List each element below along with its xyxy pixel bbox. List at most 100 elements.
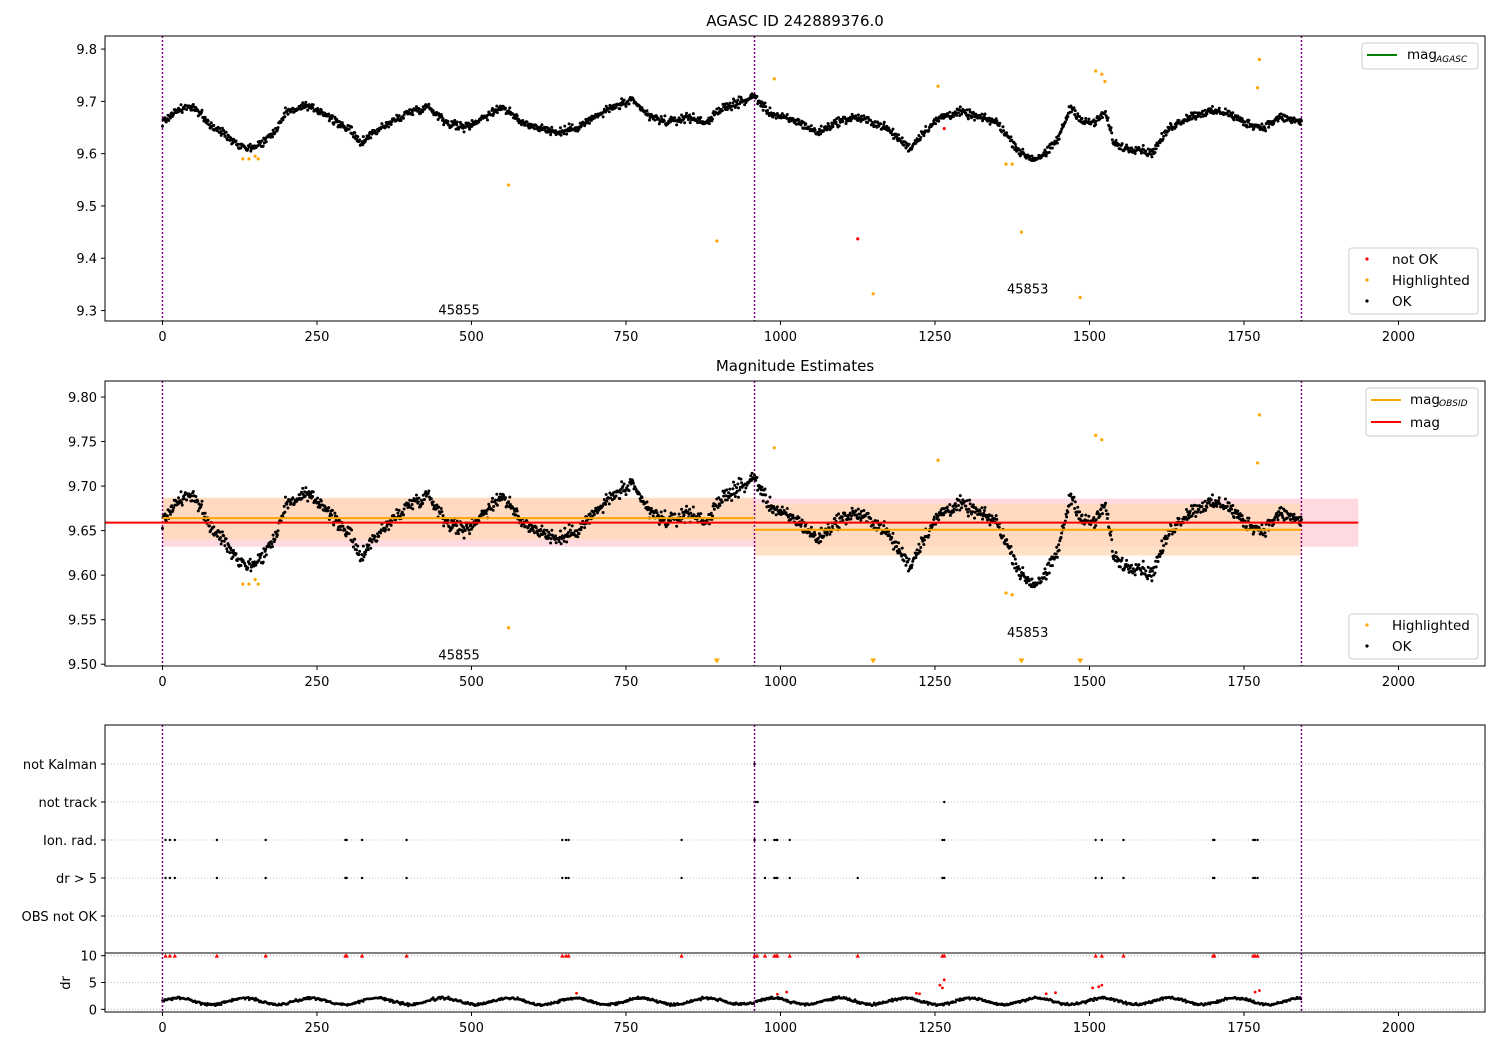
magnitude-ok-point — [1039, 580, 1043, 584]
magnitude-ok-point — [410, 502, 414, 506]
magnitude-ok-point — [953, 502, 957, 506]
agasc-ok-point — [190, 108, 194, 112]
agasc-ok-point — [373, 129, 377, 133]
magnitude-ok-point — [1037, 577, 1041, 581]
agasc-panel: AGASC ID 242889376.0 0 250 500 750 1000 1250 1… — [76, 12, 1486, 345]
magnitude-ok-point — [626, 484, 630, 488]
agasc-ok-point — [440, 114, 444, 118]
agasc-ok-point — [891, 127, 895, 131]
agasc-ok-point — [1118, 147, 1122, 151]
magnitude-ok-point — [1173, 530, 1177, 534]
magnitude-ok-point — [1158, 555, 1162, 559]
magnitude-ok-point — [892, 547, 896, 551]
agasc-ok-point — [1245, 125, 1249, 129]
agasc-ok-point — [647, 118, 651, 122]
agasc-panel-frame — [104, 35, 1486, 322]
magnitude-highlighted-point — [506, 626, 511, 630]
magnitude-ok-point — [1264, 534, 1268, 538]
magnitude-ok-point — [765, 500, 769, 504]
magnitude-ok-point — [1179, 523, 1183, 527]
magnitude-ok-point — [691, 505, 695, 509]
magnitude-ok-point — [1062, 526, 1066, 530]
magnitude-ok-point — [1106, 512, 1110, 516]
agasc-ok-point — [1030, 154, 1034, 158]
agasc-ok-point — [688, 113, 692, 117]
magnitude-ok-point — [275, 533, 279, 537]
magnitude-ok-point — [856, 507, 860, 511]
agasc-highlighted-point — [772, 77, 776, 81]
magnitude-ok-point — [1087, 514, 1091, 518]
magnitude-ok-point — [657, 522, 661, 526]
magnitude-clipped-marker — [713, 658, 720, 664]
agasc-ok-point — [167, 118, 171, 122]
magnitude-ok-point — [559, 542, 563, 546]
magnitude-ok-point — [997, 525, 1001, 529]
agasc-ok-point — [390, 120, 394, 124]
magnitude-ok-point — [450, 526, 454, 530]
magnitude-ok-point — [431, 500, 435, 504]
magnitude-ok-point — [301, 486, 305, 490]
magnitude-ok-point — [222, 539, 226, 543]
magnitude-ok-point — [771, 511, 775, 515]
magnitude-ok-point — [871, 523, 875, 527]
magnitude-ok-point — [1073, 500, 1077, 504]
flag-point — [680, 838, 683, 842]
magnitude-ok-point — [358, 549, 362, 553]
magnitude-ok-point — [640, 495, 644, 499]
magnitude-ok-point — [1055, 555, 1059, 559]
agasc-ok-point — [1011, 145, 1015, 149]
dr-point — [954, 1000, 957, 1004]
magnitude-ok-point — [909, 566, 913, 570]
magnitude-ok-point — [819, 540, 823, 544]
agasc-ok-point — [311, 105, 315, 109]
magnitude-xtick-label: 250 — [305, 675, 330, 690]
magnitude-ok-point — [398, 514, 402, 518]
magnitude-ok-point — [179, 490, 183, 494]
magnitude-ok-point — [890, 535, 894, 539]
magnitude-ok-point — [602, 497, 606, 501]
magnitude-ok-point — [1018, 567, 1022, 571]
agasc-ok-point — [882, 120, 886, 124]
agasc-ok-point — [1164, 133, 1168, 137]
magnitude-ok-point — [350, 528, 354, 532]
magnitude-ok-point — [952, 510, 956, 514]
magnitude-ok-point — [722, 494, 726, 498]
agasc-ok-point — [1205, 112, 1209, 116]
agasc-ok-point — [1110, 131, 1114, 135]
agasc-ok-point — [185, 108, 189, 112]
magnitude-ok-point — [224, 537, 228, 541]
magnitude-ok-point — [199, 503, 203, 507]
agasc-ok-point — [934, 122, 938, 126]
magnitude-ok-point — [1165, 536, 1169, 540]
agasc-ok-point — [1296, 118, 1300, 122]
dr-ytick-label: 0 — [89, 1003, 97, 1018]
magnitude-ok-point — [760, 485, 764, 489]
magnitude-ok-point — [567, 522, 571, 526]
magnitude-ok-point — [1214, 499, 1218, 503]
magnitude-ok-point — [220, 530, 224, 534]
flag-point — [941, 876, 944, 880]
magnitude-ok-point — [1241, 517, 1245, 521]
flag-point — [1253, 838, 1257, 842]
agasc-ok-point — [736, 106, 740, 110]
magnitude-ok-point — [927, 533, 931, 537]
magnitude-legend-upper: mag OBSID mag — [1365, 387, 1479, 437]
flag-point — [763, 838, 767, 842]
magnitude-ok-point — [361, 544, 365, 548]
magnitude-ok-point — [554, 534, 558, 538]
agasc-ok-point — [718, 111, 722, 115]
agasc-obsid-label: 45853 — [1007, 283, 1048, 298]
magnitude-ok-point — [1069, 492, 1073, 496]
magnitude-ok-point — [1099, 507, 1103, 511]
agasc-ok-point — [755, 94, 759, 98]
agasc-ok-point — [207, 123, 211, 127]
magnitude-ok-point — [1094, 524, 1098, 528]
flag-point — [360, 838, 364, 842]
magnitude-ok-point — [337, 518, 341, 522]
magnitude-ok-point — [701, 519, 705, 523]
magnitude-ok-point — [939, 511, 943, 515]
magnitude-ok-point — [1204, 508, 1208, 512]
magnitude-ok-point — [1228, 509, 1232, 513]
magnitude-ok-point — [401, 513, 405, 517]
agasc-ok-point — [1059, 130, 1063, 134]
